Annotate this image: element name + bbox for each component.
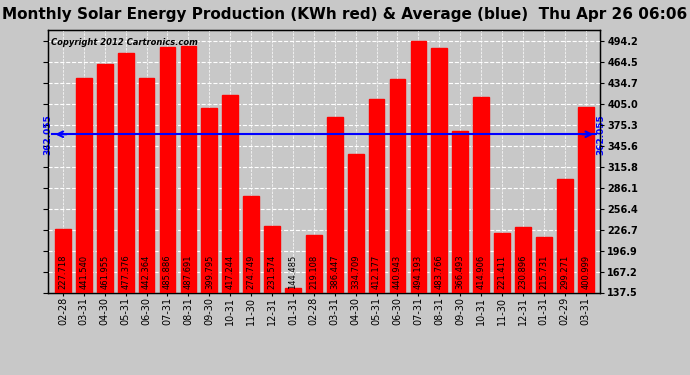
Bar: [285, 288, 301, 375]
Bar: [306, 235, 322, 375]
Text: 399.795: 399.795: [205, 255, 214, 289]
Text: 231.574: 231.574: [268, 255, 277, 289]
Bar: [159, 47, 175, 375]
Text: 144.485: 144.485: [288, 255, 297, 289]
Text: 487.691: 487.691: [184, 255, 193, 289]
Text: 227.718: 227.718: [59, 255, 68, 289]
Text: 414.906: 414.906: [477, 255, 486, 289]
Text: 366.493: 366.493: [455, 254, 464, 289]
Text: 440.943: 440.943: [393, 255, 402, 289]
Bar: [390, 79, 405, 375]
Text: 412.177: 412.177: [372, 255, 381, 289]
Bar: [55, 229, 71, 375]
Text: 442.364: 442.364: [142, 255, 151, 289]
Bar: [76, 78, 92, 375]
Text: 362.055: 362.055: [43, 114, 52, 154]
Text: 494.193: 494.193: [414, 255, 423, 289]
Bar: [244, 196, 259, 375]
Text: 483.766: 483.766: [435, 254, 444, 289]
Bar: [515, 226, 531, 375]
Text: Monthly Solar Energy Production (KWh red) & Average (blue)  Thu Apr 26 06:06: Monthly Solar Energy Production (KWh red…: [2, 8, 688, 22]
Text: 362.055: 362.055: [596, 114, 605, 154]
Bar: [348, 153, 364, 375]
Bar: [118, 53, 133, 375]
Text: 485.886: 485.886: [163, 254, 172, 289]
Bar: [181, 46, 196, 375]
Text: 221.411: 221.411: [497, 255, 506, 289]
Text: 219.108: 219.108: [309, 255, 318, 289]
Text: 461.955: 461.955: [100, 255, 109, 289]
Bar: [222, 95, 238, 375]
Bar: [557, 178, 573, 375]
Bar: [139, 78, 155, 375]
Bar: [536, 237, 552, 375]
Bar: [368, 99, 384, 375]
Text: 215.731: 215.731: [540, 255, 549, 289]
Text: 477.376: 477.376: [121, 254, 130, 289]
Text: 400.999: 400.999: [581, 255, 590, 289]
Text: 417.244: 417.244: [226, 255, 235, 289]
Bar: [578, 107, 593, 375]
Bar: [453, 131, 468, 375]
Bar: [327, 117, 343, 375]
Bar: [201, 108, 217, 375]
Bar: [97, 64, 112, 375]
Bar: [431, 48, 447, 375]
Text: 441.540: 441.540: [79, 255, 88, 289]
Bar: [473, 97, 489, 375]
Text: 274.749: 274.749: [246, 255, 255, 289]
Text: Copyright 2012 Cartronics.com: Copyright 2012 Cartronics.com: [51, 38, 198, 47]
Text: 230.896: 230.896: [518, 255, 527, 289]
Bar: [411, 41, 426, 375]
Bar: [494, 233, 510, 375]
Text: 334.709: 334.709: [351, 255, 360, 289]
Text: 299.271: 299.271: [560, 255, 569, 289]
Text: 386.447: 386.447: [331, 254, 339, 289]
Bar: [264, 226, 280, 375]
